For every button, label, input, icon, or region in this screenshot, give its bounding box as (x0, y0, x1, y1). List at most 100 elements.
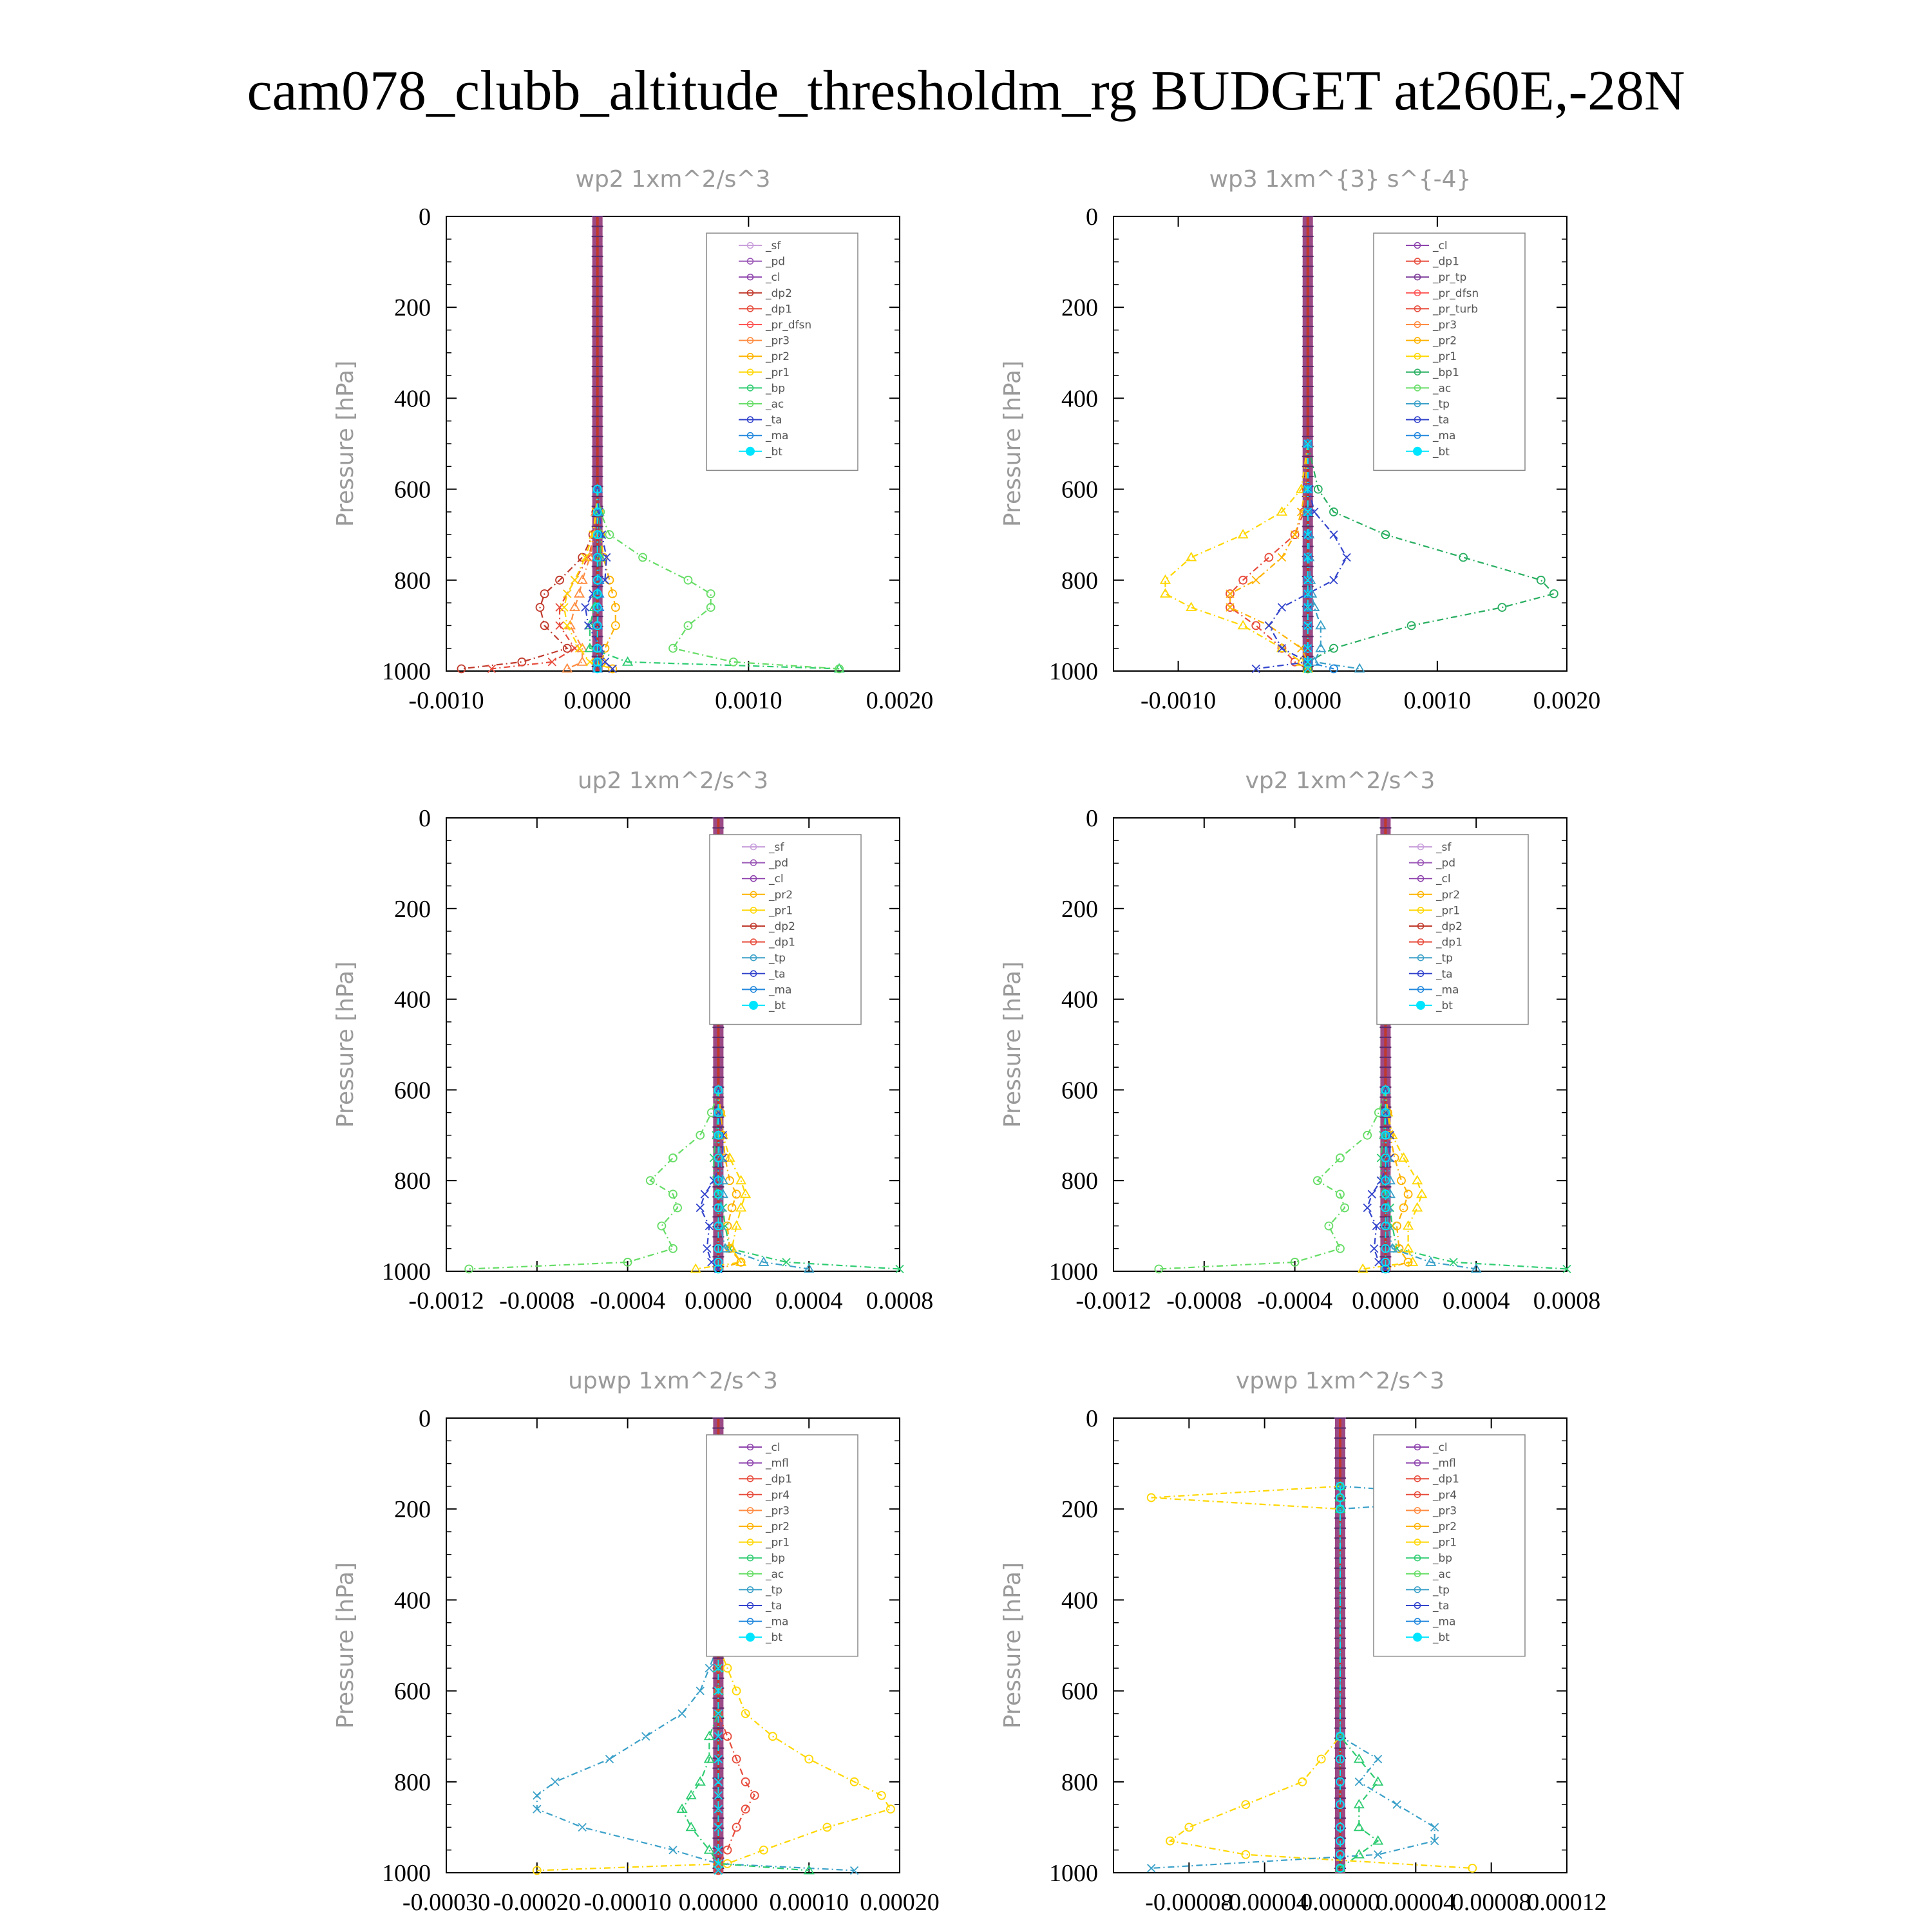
data-point (605, 1754, 614, 1764)
y-tick-label: 200 (394, 294, 431, 321)
legend-marker (1414, 1539, 1421, 1546)
data-point (1412, 1202, 1423, 1212)
series-line (536, 1645, 892, 1871)
data-point (803, 1864, 815, 1875)
legend-marker (750, 859, 757, 866)
data-point (736, 1258, 746, 1267)
y-tick-label: 1000 (1049, 1860, 1098, 1887)
legend-label: _pr_tp (1432, 271, 1466, 284)
y-tick-label: 0 (419, 204, 431, 231)
legend-marker (746, 1602, 754, 1609)
legend-entry: _bp (739, 1552, 785, 1565)
data-point (714, 1153, 723, 1162)
legend-entry: _sf (1409, 841, 1452, 854)
data-point (712, 1662, 724, 1672)
legend-label: _ac (765, 1568, 784, 1581)
data-point (696, 1203, 705, 1213)
legend-entry: _pd (739, 256, 785, 269)
data-point (750, 1791, 759, 1800)
data-point (707, 1258, 716, 1267)
legend-label: _ma (1432, 1616, 1455, 1629)
legend-entry: _pr2 (739, 350, 790, 363)
series-bt (592, 484, 602, 674)
legend-label: _pr2 (765, 350, 790, 363)
data-point (668, 1244, 677, 1253)
legend-label: _dp1 (1432, 1473, 1459, 1486)
data-point (1303, 530, 1312, 539)
data-point (714, 1777, 723, 1786)
data-point (732, 1686, 741, 1696)
data-point (822, 1823, 832, 1832)
data-point (1251, 576, 1260, 585)
data-point (1372, 1221, 1381, 1231)
data-point (895, 1264, 904, 1274)
data-point (1186, 551, 1197, 562)
data-point (1336, 1850, 1345, 1859)
legend-marker (746, 258, 754, 265)
legend-marker (1414, 416, 1421, 423)
data-point (641, 1732, 650, 1741)
legend-label: _ma (768, 983, 791, 996)
data-point (560, 603, 569, 612)
data-point (714, 1264, 723, 1274)
y-axis-label: Pressure [hPa] (999, 361, 1026, 527)
data-point (1430, 1823, 1439, 1832)
data-point (1336, 1481, 1345, 1491)
legend-marker (1417, 859, 1425, 866)
y-axis-label: Pressure [hPa] (999, 1562, 1026, 1728)
y-tick-label: 1000 (382, 1258, 431, 1285)
data-point (886, 1804, 895, 1814)
y-tick-label: 600 (1061, 477, 1098, 504)
series-line (717, 1090, 810, 1270)
data-point (1303, 658, 1312, 667)
legend-entry: _pr4 (739, 1489, 790, 1502)
legend-entry: _ta (739, 414, 782, 427)
legend-marker (746, 431, 754, 439)
x-tick-label: 0.0000 (1352, 1287, 1419, 1314)
data-point (714, 1846, 723, 1855)
data-point (623, 1258, 632, 1267)
series-pr2 (714, 1085, 746, 1274)
legend-marker (1414, 289, 1421, 297)
legend-marker (750, 954, 757, 961)
data-point (1354, 1777, 1363, 1786)
data-point (728, 657, 738, 667)
legend-entry: _pr2 (1406, 335, 1457, 348)
legend-marker (750, 843, 757, 851)
data-point (1468, 1864, 1477, 1873)
legend-box (706, 232, 858, 471)
x-tick-label: 0.00000 (679, 1889, 759, 1916)
legend-box (1376, 834, 1529, 1025)
data-point (578, 553, 587, 562)
panels: wp2 1xm^2/s^3 Pressure [hPa] 0 200 400 600 800… (332, 166, 1607, 1916)
x-tick-label: 0.0000 (564, 687, 631, 714)
data-point (1336, 1754, 1345, 1764)
data-point (1303, 484, 1312, 494)
legend-marker (1414, 258, 1421, 265)
legend-label: _pr1 (1432, 350, 1457, 363)
data-point (1159, 588, 1171, 598)
data-point (578, 1823, 587, 1832)
data-point (602, 553, 611, 562)
data-point (592, 603, 602, 612)
data-point (592, 553, 602, 562)
legend-label: _ma (765, 430, 788, 442)
panel-3: up2 1xm^2/s^3 Pressure [hPa] 0 200 400 600 800… (332, 768, 933, 1314)
data-point (608, 589, 618, 598)
legend: _sf _pd _cl _pr2 _pr1 _dp2 _dp1 _tp _ta _ma _bt (1376, 834, 1529, 1025)
data-point (1336, 1153, 1345, 1162)
legend-label: _ta (768, 968, 786, 981)
data-point (683, 621, 693, 630)
legend-label: _sf (765, 240, 781, 252)
data-point (1379, 1106, 1391, 1117)
legend-marker (1417, 986, 1425, 993)
legend-label: _bt (765, 446, 782, 459)
data-point (709, 1176, 718, 1185)
data-point (1381, 1189, 1390, 1199)
x-tick-label: 0.00010 (769, 1889, 849, 1916)
legend-label: _bp1 (1432, 366, 1459, 379)
legend-label: _tp (1435, 952, 1453, 965)
series-line (536, 1645, 855, 1871)
data-point (696, 1130, 705, 1140)
data-point (1388, 1221, 1397, 1231)
